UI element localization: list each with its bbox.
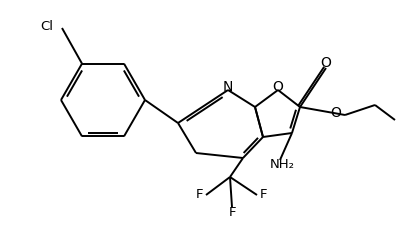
Text: F: F: [195, 188, 203, 200]
Text: O: O: [330, 106, 341, 120]
Text: F: F: [228, 205, 236, 218]
Text: N: N: [223, 80, 233, 94]
Text: F: F: [260, 188, 268, 200]
Text: O: O: [273, 80, 284, 94]
Text: NH₂: NH₂: [270, 159, 295, 172]
Text: Cl: Cl: [40, 20, 53, 34]
Text: O: O: [321, 56, 331, 70]
